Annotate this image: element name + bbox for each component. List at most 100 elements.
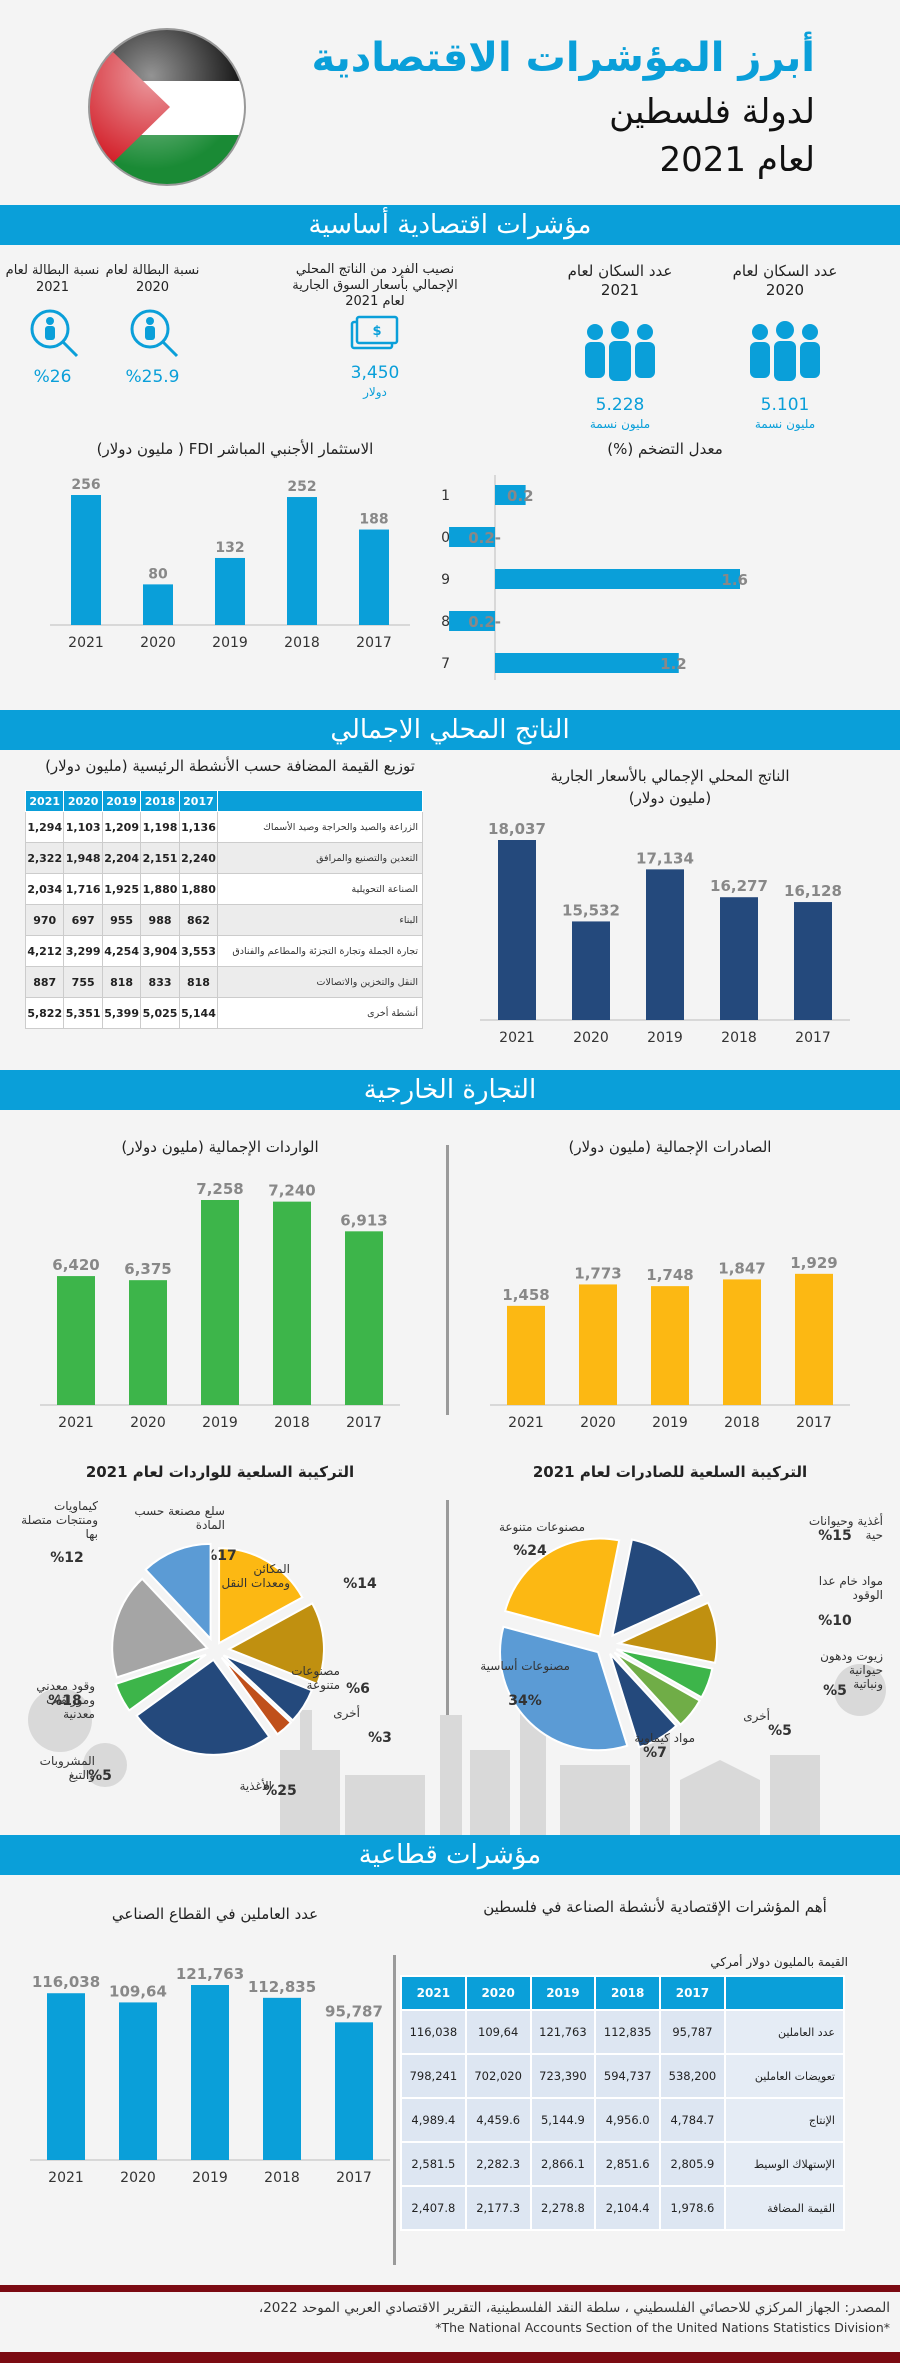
bar [651,1286,689,1405]
table-cell: 2,407.8 [400,2185,467,2231]
table-cell: 833 [140,966,180,998]
population-2020: عدد السكان لعام 2020 5.101 مليون نسمة [715,262,855,434]
table-cell: 4,784.7 [659,2097,726,2143]
table-cell: 702,020 [464,2053,532,2099]
section-sectoral: مؤشرات قطاعية [0,1835,900,1875]
table-row: 116,038 109,64 121,763 112,835 95,787 عدد الع… [400,2009,846,2055]
bar [572,921,610,1020]
pie-value: 34% [508,1693,542,1709]
pie-label: وقود معدني [36,1679,95,1694]
table-cell: 5,399 [101,997,142,1029]
indicator-label: نسبة البطالة لعام 2021 [5,263,100,295]
table-cell: 970 [24,904,65,936]
pie-slice [499,1625,629,1752]
pie-label: ونباتية [853,1677,883,1692]
table-cell: 1,978.6 [659,2185,726,2231]
pie-label: بها [85,1527,98,1541]
tick-label: 2019 [440,572,450,588]
table-cell: 2,240 [178,842,219,874]
pie-value: %6 [346,1681,370,1697]
bar [287,497,317,625]
pie-label: المكائن [253,1562,290,1577]
exports-bar-chart: 1,458 2021 1,773 2020 1,748 2019 1,847 2018 1,92… [490,1254,850,1431]
table-cell: 2,805.9 [659,2141,726,2187]
data-label: 116,038 [32,1973,100,1991]
data-label: 95,787 [325,2002,383,2020]
pie-label: سلع مصنعة حسب [134,1504,225,1518]
pie-label: أخرى [333,1705,360,1721]
table-cell: 3,904 [140,935,180,967]
pie-slice [503,1537,621,1638]
bar [507,1305,545,1405]
section-basic-indicators: مؤشرات اقتصادية أساسية [0,205,900,245]
pie-value: %5 [88,1768,112,1784]
section-gdp: الناتج المحلي الاجمالي [0,710,900,750]
table-cell: 798,241 [400,2053,467,2099]
row-label: القيمة المضافة [723,2185,846,2231]
section-trade: التجارة الخارجية [0,1070,900,1110]
tick-label: 2017 [356,635,392,651]
indicator-label: عدد السكان لعام 2020 [732,262,838,299]
table-row: 5,822 5,351 5,399 5,025 5,144 أنشطة أخرى [24,997,423,1029]
data-label: 6,420 [52,1256,99,1274]
pie-slice [135,1658,271,1756]
pie-slice [222,1654,314,1722]
gdp-chart-title-line: الناتج المحلي الإجمالي بالأسعار الجارية [550,767,790,785]
bar [359,529,389,625]
table-cell: 1,209 [101,811,142,843]
table-row: 4,989.4 4,459.6 5,144.9 4,956.0 4,784.7 الإنت… [400,2097,846,2143]
tick-label: 2017 [336,2170,372,2186]
data-label: 1,847 [718,1259,765,1277]
bar [795,1273,833,1405]
pie-slice [615,1601,718,1665]
table-row: 2,322 1,948 2,204 2,151 2,240 التعدين والتصني… [24,842,423,874]
bar [579,1284,617,1405]
column-header: 2020 [464,1975,532,2011]
pie-value: %25 [263,1783,297,1795]
bar [723,1279,761,1405]
table-cell: 1,716 [63,873,103,905]
data-label: 18,037 [488,820,546,838]
data-label: 6,913 [340,1211,387,1229]
people-icon [585,321,655,381]
data-label: 7,258 [196,1180,243,1198]
tick-label: 2020 [140,635,176,651]
page-year: لعام 2021 [659,140,815,180]
bar [191,1985,229,2160]
bar [71,495,101,625]
unemployment-2021: نسبة البطالة لعام 2021 %26 [5,262,100,387]
tick-label: 2021 [58,1415,94,1431]
tick-label: 2021 [440,488,450,504]
table-cell: 5,144.9 [529,2097,597,2143]
table-cell: 4,254 [101,935,142,967]
money-icon: $ [350,315,399,350]
row-label: تعويضات العاملين [723,2053,846,2099]
tick-label: 2017 [346,1415,382,1431]
unemployment-icon [30,309,79,358]
bar [143,584,173,625]
table-row: 887 755 818 833 818 النقل والتخزين والاتصالات [24,966,423,998]
bar [129,1280,167,1405]
industry-table: 2021 2020 2019 2018 2017 116,038 109,64 121,763… [400,1975,846,2231]
imports-chart-title: الواردات الإجمالية (مليون دولار) [121,1138,319,1156]
pie-label: ومنتجات متصلة [21,1513,98,1528]
unemployment-2020: نسبة البطالة لعام 2020 %25.9 [105,262,200,387]
table-cell: 887 [24,966,65,998]
bar [495,485,526,505]
tick-label: 2018 [721,1030,757,1046]
pie-slice [220,1656,293,1736]
data-label: -0.2 [468,613,501,631]
column-header: 2019 [529,1975,597,2011]
table-cell: 955 [101,904,142,936]
pie-slice [218,1547,304,1645]
column-header [217,790,423,812]
table-cell: 5,351 [63,997,103,1029]
table-cell: 5,144 [178,997,219,1029]
row-label: الزراعة والصيد والحراجة وصيد الأسماك [217,811,423,843]
imports-bar-chart: 6,420 2021 6,375 2020 7,258 2019 7,240 2018 6,91… [40,1180,400,1431]
bar [215,557,245,625]
gdp-chart-title: الناتج المحلي الإجمالي بالأسعار الجارية … [470,765,870,809]
data-label: 15,532 [562,901,620,919]
svg-text:$: $ [372,324,381,339]
